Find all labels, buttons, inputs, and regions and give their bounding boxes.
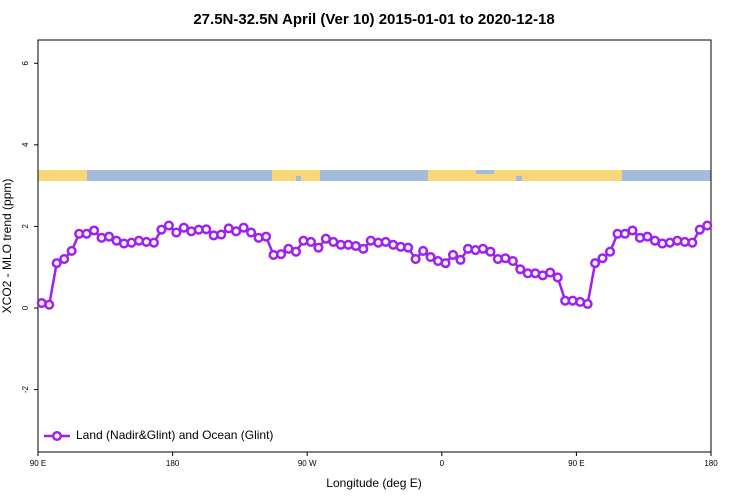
data-point xyxy=(545,267,556,278)
x-tick-label: 90 E xyxy=(30,459,46,468)
data-point xyxy=(171,227,182,238)
land-ocean-strip xyxy=(38,170,711,181)
y-tick-label: 6 xyxy=(21,60,30,65)
data-point xyxy=(702,220,713,231)
data-point xyxy=(66,245,77,256)
x-tick-label: 0 xyxy=(440,459,445,468)
data-point xyxy=(485,246,496,257)
data-point xyxy=(238,222,249,233)
data-point xyxy=(552,272,563,283)
y-tick-label: 0 xyxy=(21,305,30,310)
data-point xyxy=(290,246,302,257)
data-point xyxy=(148,237,159,248)
data-point xyxy=(418,245,429,256)
data-point xyxy=(156,224,167,235)
data-point xyxy=(305,236,316,247)
x-tick-label: 90 W xyxy=(298,459,317,468)
data-point xyxy=(44,299,55,310)
data-point xyxy=(440,258,451,269)
data-point xyxy=(246,227,257,238)
data-point xyxy=(597,253,608,264)
data-point xyxy=(261,231,272,242)
data-point xyxy=(201,224,212,235)
data-point xyxy=(313,242,324,253)
data-point xyxy=(447,249,459,261)
x-tick-label: 180 xyxy=(166,459,180,468)
data-point xyxy=(216,229,227,240)
x-axis-label: Longitude (deg E) xyxy=(326,476,421,490)
data-point xyxy=(642,231,653,242)
data-point xyxy=(59,254,70,265)
plot-frame xyxy=(37,39,712,453)
data-point xyxy=(358,243,369,254)
y-tick-label: 4 xyxy=(21,142,30,147)
data-point xyxy=(275,249,287,260)
data-point xyxy=(694,224,705,235)
legend-label: Land (Nadir&Glint) and Ocean (Glint) xyxy=(76,428,273,442)
data-point xyxy=(687,237,698,248)
data-point xyxy=(403,242,414,253)
data-point xyxy=(178,222,189,233)
y-axis-label: XCO2 - MLO trend (ppm) xyxy=(0,179,14,314)
x-tick-label: 90 E xyxy=(568,459,584,468)
data-point xyxy=(627,225,638,236)
data-point xyxy=(590,258,601,269)
data-point xyxy=(410,254,421,265)
data-point xyxy=(425,251,436,263)
y-tick-label: -2 xyxy=(21,385,30,393)
data-point xyxy=(231,226,242,237)
chart-title: 27.5N-32.5N April (Ver 10) 2015-01-01 to… xyxy=(193,11,554,28)
data-point xyxy=(515,264,526,275)
data-point xyxy=(605,246,616,257)
data-point xyxy=(51,258,62,269)
y-tick-label: 2 xyxy=(21,224,30,229)
data-point xyxy=(89,225,100,236)
data-point xyxy=(582,298,593,309)
data-point xyxy=(163,220,174,231)
x-tick-label: 180 xyxy=(704,459,718,468)
data-point xyxy=(103,231,115,242)
data-point xyxy=(507,256,518,267)
data-point xyxy=(455,254,466,265)
legend-marker xyxy=(51,430,63,442)
